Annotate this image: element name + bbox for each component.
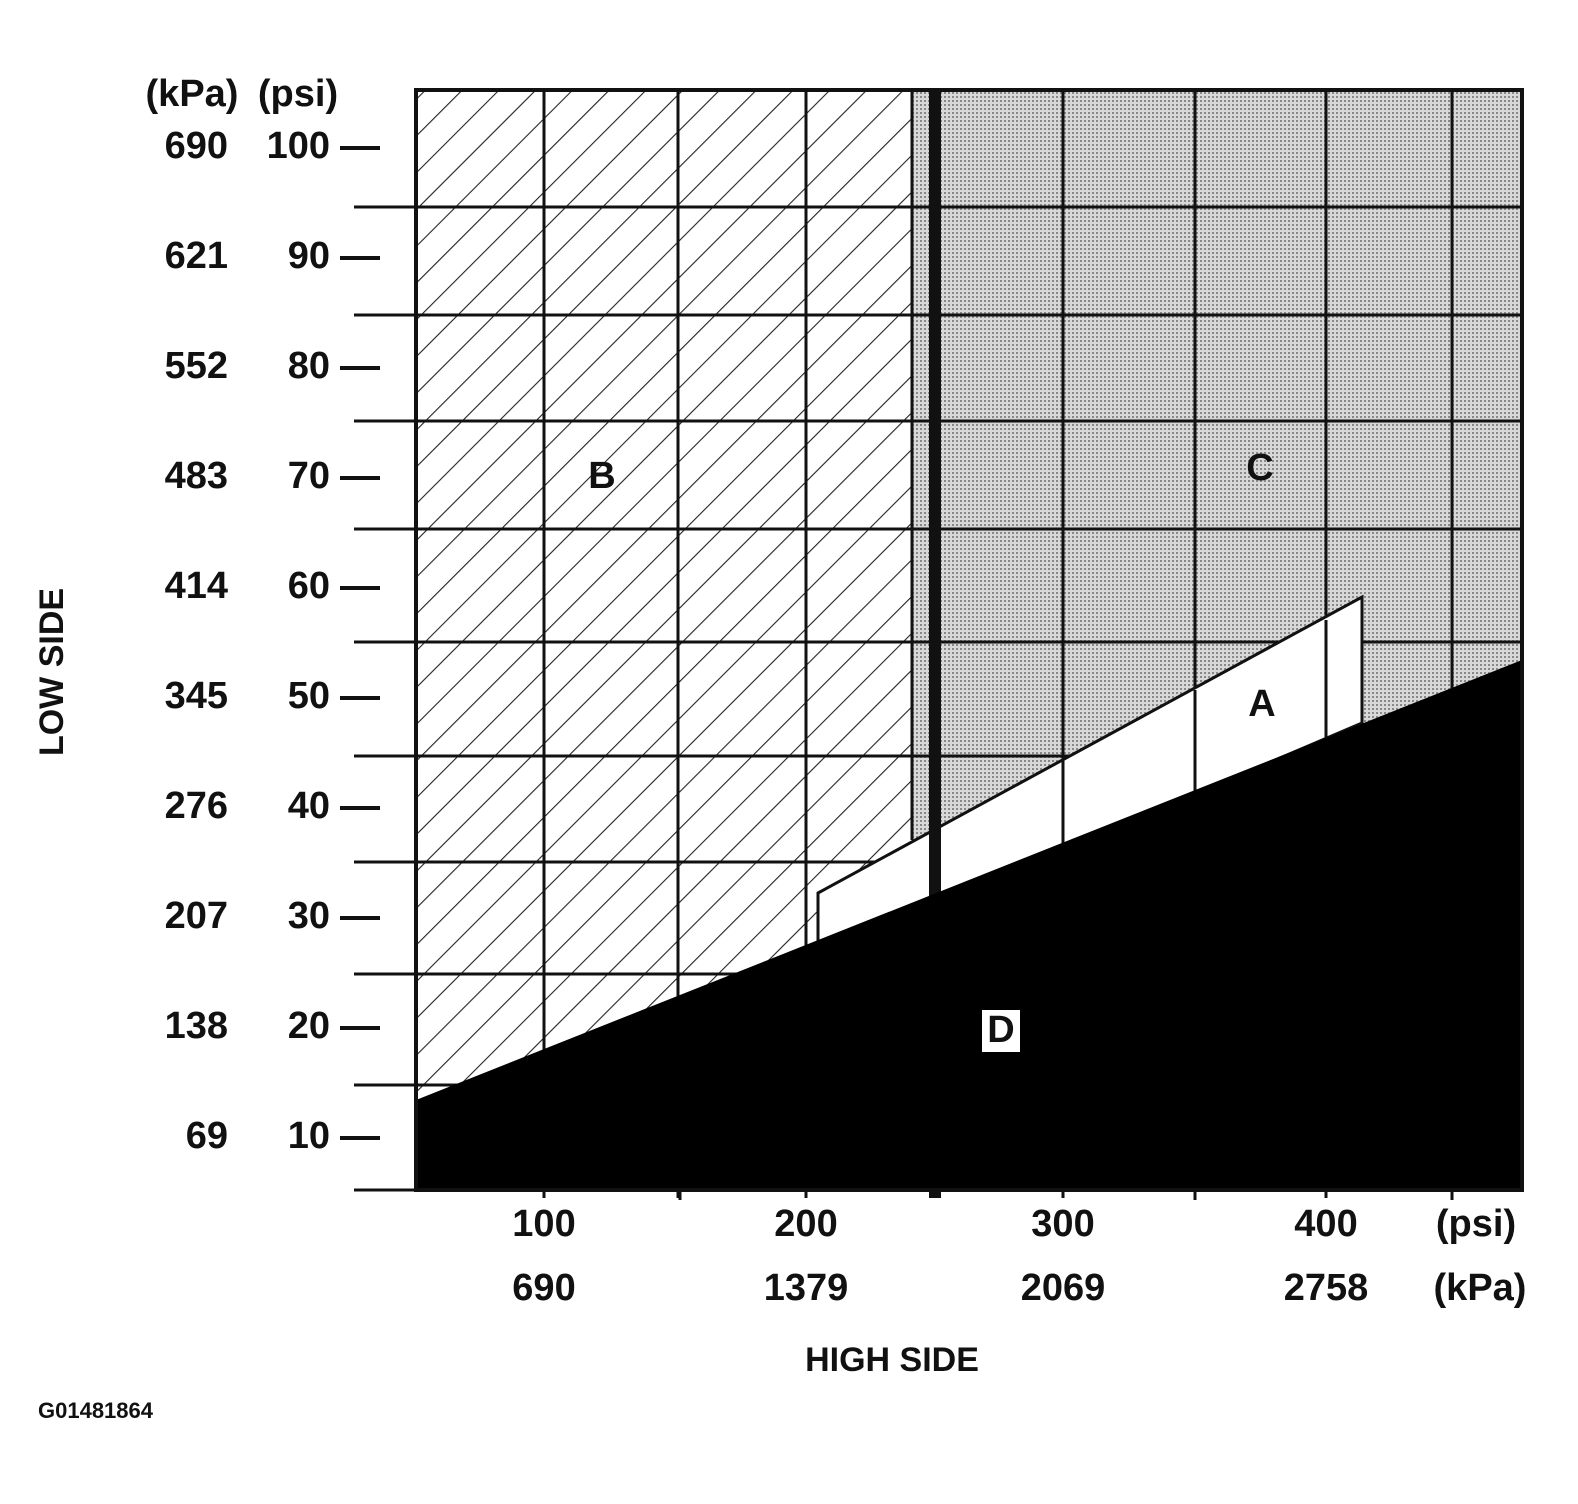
psi-label: 90 — [288, 235, 330, 277]
psi-label: 200 — [774, 1203, 837, 1245]
kpa-label: 621 — [165, 235, 228, 277]
unit-header: (kPa) — [146, 73, 239, 115]
psi-label: 400 — [1294, 1203, 1357, 1245]
plot-frame — [414, 88, 1524, 1192]
psi-label: 100 — [267, 125, 330, 167]
label-box — [982, 1010, 1020, 1052]
psi-label: 80 — [288, 345, 330, 387]
unit-label: (psi) — [1436, 1203, 1516, 1245]
region-label: B — [588, 455, 615, 497]
plot: B C A D — [354, 88, 1524, 1198]
kpa-label: 414 — [165, 565, 228, 607]
kpa-label: 138 — [165, 1005, 228, 1047]
kpa-label: 690 — [512, 1267, 575, 1309]
kpa-label: 2069 — [1021, 1267, 1106, 1309]
kpa-label: 690 — [165, 125, 228, 167]
kpa-label: 207 — [165, 895, 228, 937]
psi-label: 50 — [288, 675, 330, 717]
kpa-label: 69 — [186, 1115, 228, 1157]
axis-title: LOW SIDE — [33, 588, 71, 756]
figure-id: G01481864 — [38, 1398, 154, 1423]
axes: (kPa) (psi) (psi) (kPa) HIGH SIDE LOW SI… — [33, 73, 1526, 1423]
psi-label: 30 — [288, 895, 330, 937]
region-label: A — [1248, 683, 1275, 725]
psi-label: 100 — [512, 1203, 575, 1245]
region-a — [816, 594, 1364, 958]
psi-label: 20 — [288, 1005, 330, 1047]
psi-label: 40 — [288, 785, 330, 827]
unit-label: (kPa) — [1434, 1267, 1527, 1309]
kpa-label: 2758 — [1284, 1267, 1369, 1309]
psi-label: 60 — [288, 565, 330, 607]
region-label: D — [987, 1009, 1014, 1051]
kpa-label: 483 — [165, 455, 228, 497]
unit-header: (psi) — [258, 73, 338, 115]
region-label: C — [1246, 447, 1273, 489]
kpa-label: 276 — [165, 785, 228, 827]
psi-label: 70 — [288, 455, 330, 497]
region-d — [416, 660, 1522, 1190]
kpa-label: 552 — [165, 345, 228, 387]
psi-label: 300 — [1031, 1203, 1094, 1245]
kpa-label: 1379 — [764, 1267, 849, 1309]
psi-label: 10 — [288, 1115, 330, 1157]
kpa-label: 345 — [165, 675, 228, 717]
axis-title: HIGH SIDE — [805, 1341, 979, 1379]
